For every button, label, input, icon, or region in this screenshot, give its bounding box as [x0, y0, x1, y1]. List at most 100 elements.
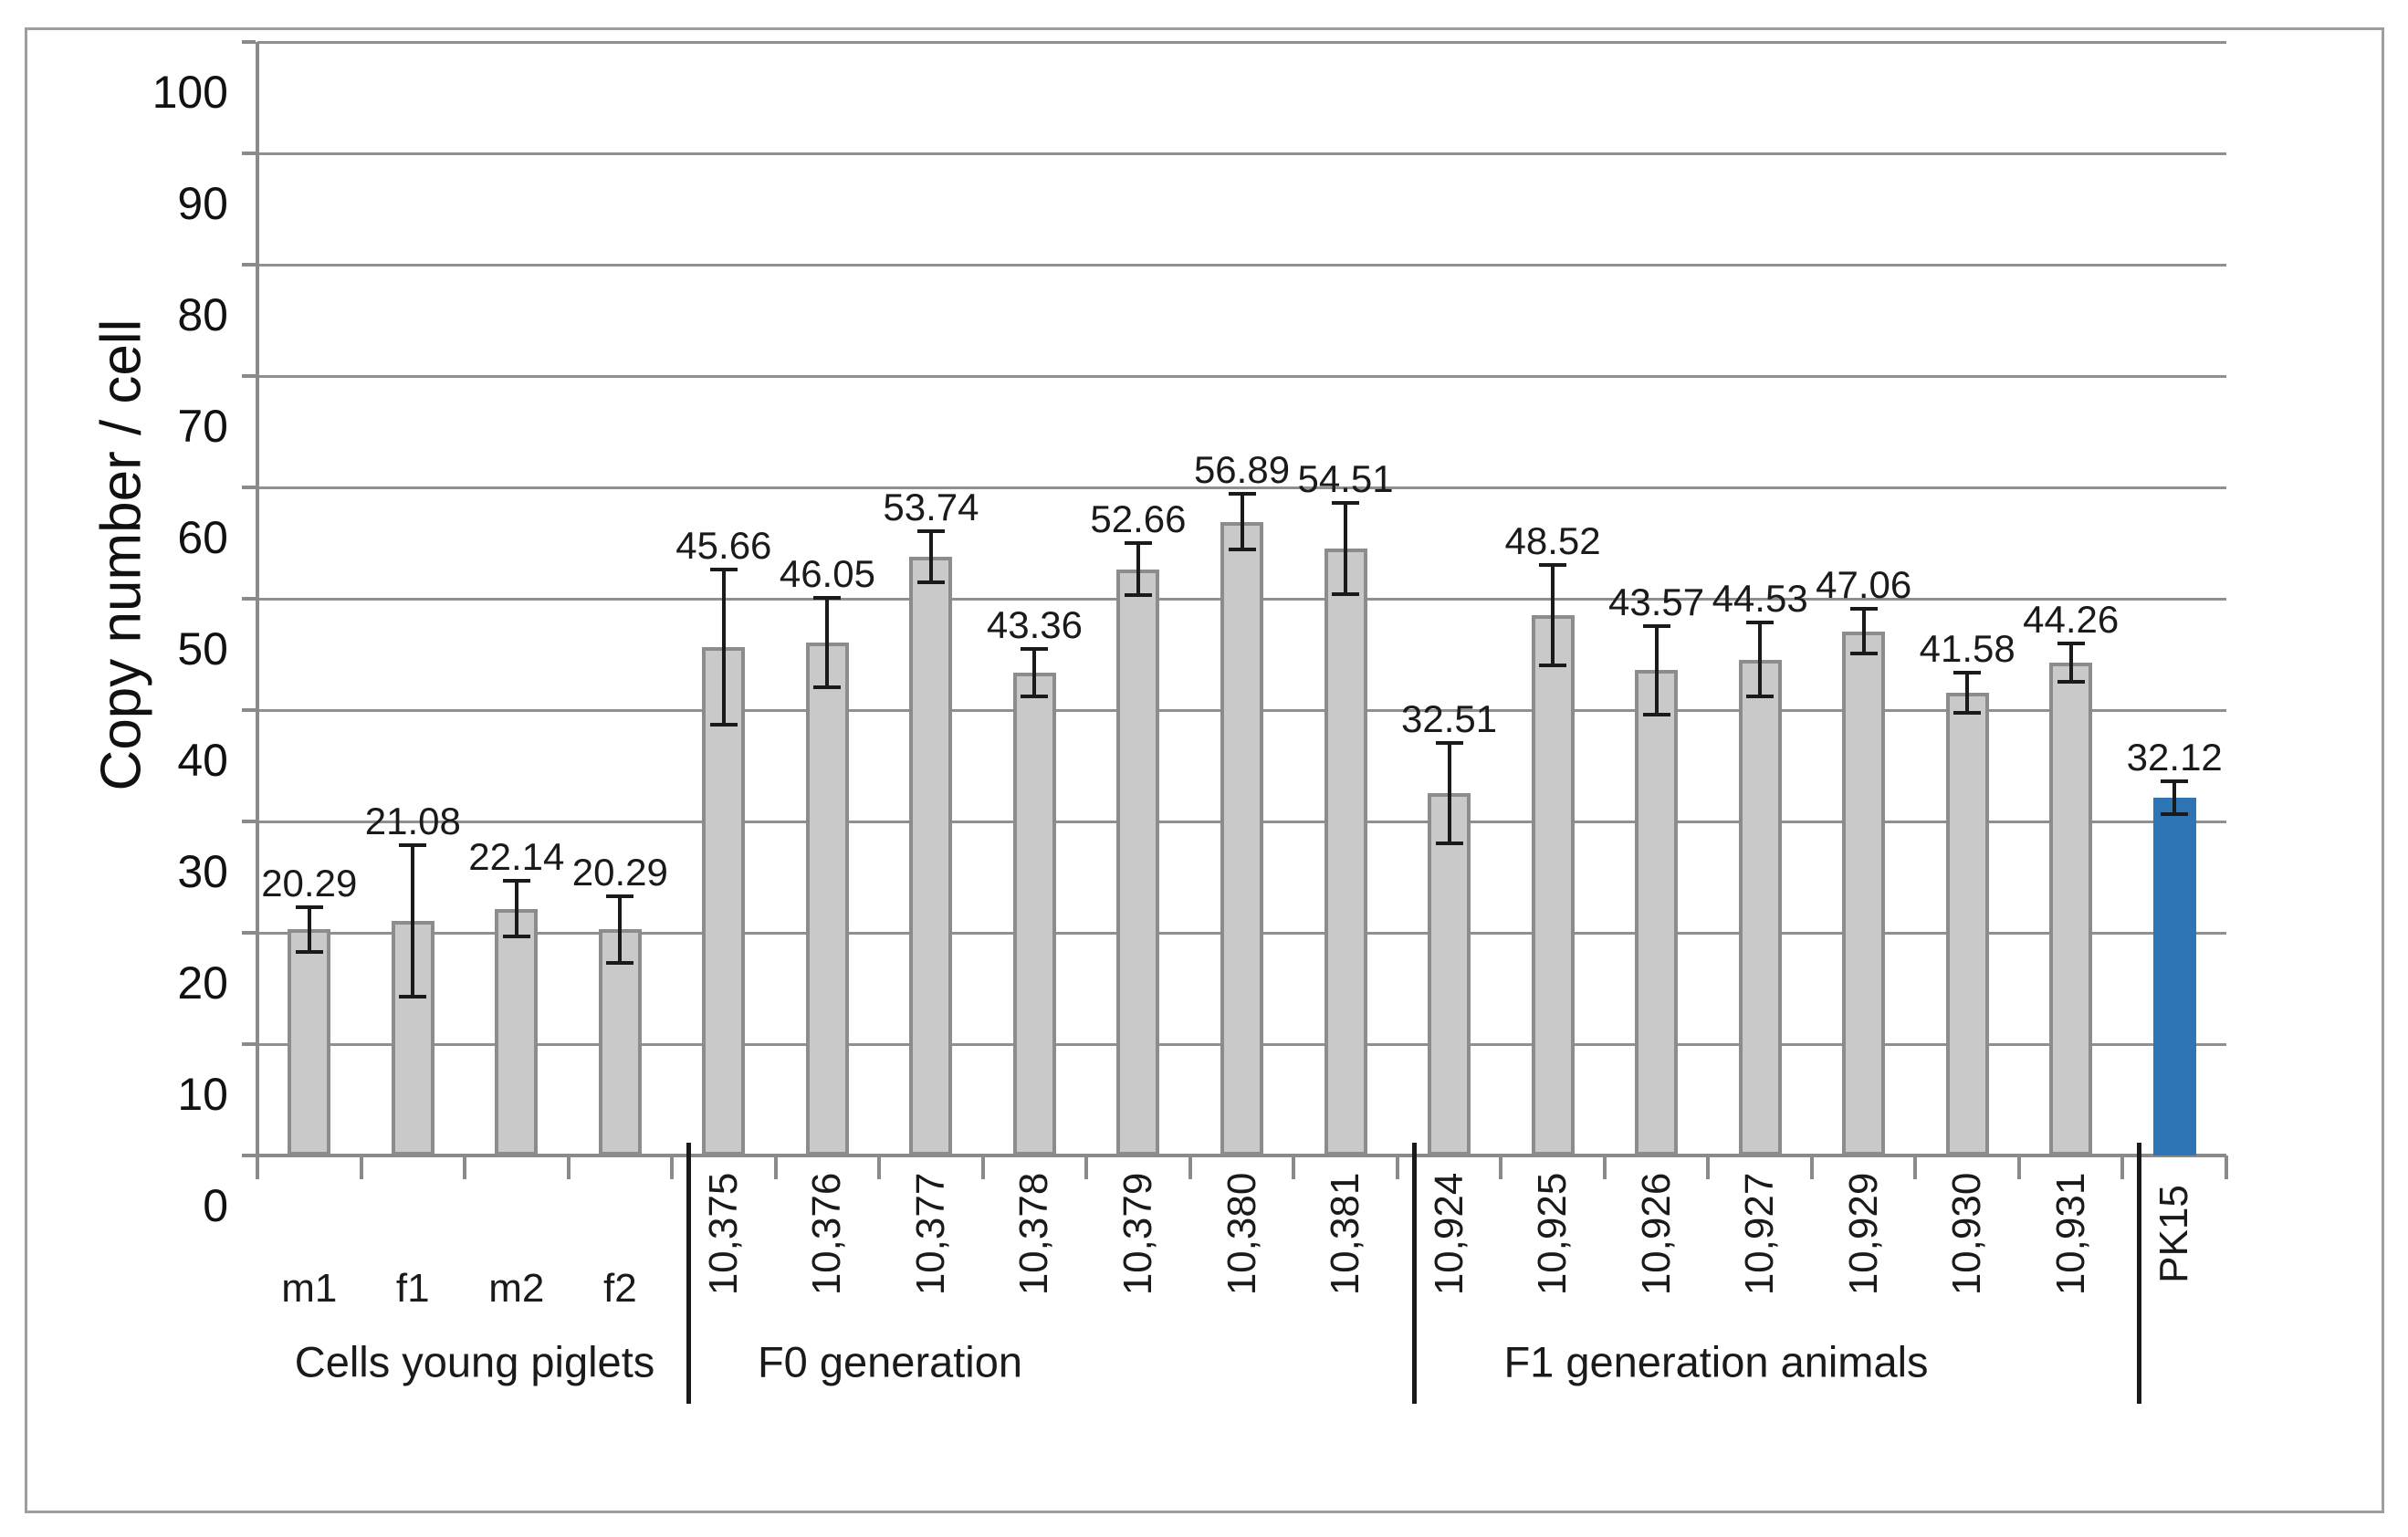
- x-axis-tick: [359, 1155, 363, 1179]
- x-axis-tick: [877, 1155, 882, 1179]
- error-bar-cap-top: [1332, 500, 1360, 505]
- category-label-f2: f2: [602, 1266, 637, 1311]
- group-separator-1: [686, 1143, 692, 1404]
- error-bar-cap-bottom: [1124, 592, 1152, 597]
- x-axis-tick: [1395, 1155, 1399, 1179]
- data-label-10,379: 52.66: [1090, 497, 1187, 541]
- error-bar-cap-top: [1435, 741, 1463, 746]
- data-label-10,377: 53.74: [883, 486, 979, 529]
- error-bar-line: [2068, 643, 2073, 682]
- y-tick-label-0: 0: [203, 1180, 228, 1231]
- error-bar-cap-top: [1849, 607, 1878, 612]
- x-axis-tick: [773, 1155, 778, 1179]
- data-label-10,931: 44.26: [2023, 598, 2120, 642]
- x-axis-tick: [1499, 1155, 1503, 1179]
- x-axis-tick: [463, 1155, 467, 1179]
- gridline-60: [257, 486, 2226, 489]
- y-axis-tick: [242, 1154, 256, 1157]
- bar-10,926: [1635, 670, 1679, 1155]
- y-tick-label-30: 30: [177, 846, 228, 897]
- error-bar-cap-bottom: [1539, 663, 1567, 667]
- error-bar-cap-bottom: [399, 994, 427, 999]
- y-axis-tick: [242, 152, 256, 155]
- error-bar-line: [1861, 609, 1866, 654]
- error-bar-cap-bottom: [1021, 694, 1049, 698]
- data-label-10,380: 56.89: [1193, 448, 1291, 492]
- error-bar-line: [618, 895, 623, 964]
- error-bar-line: [514, 881, 518, 937]
- x-axis-tick: [1292, 1155, 1296, 1179]
- error-bar-cap-top: [1953, 670, 1982, 674]
- category-label-10,929: 10,929: [1840, 1172, 1886, 1296]
- data-label-10,930: 41.58: [1919, 626, 2015, 670]
- category-label-10,931: 10,931: [2047, 1172, 2093, 1296]
- error-bar-line: [1344, 502, 1348, 594]
- y-tick-label-50: 50: [177, 623, 228, 674]
- error-bar-cap-top: [399, 842, 427, 847]
- category-label-10,378: 10,378: [1011, 1172, 1057, 1296]
- x-axis-tick: [2225, 1155, 2228, 1179]
- category-label-10,377: 10,377: [907, 1172, 953, 1296]
- figure-border: [25, 27, 2384, 1513]
- category-label-f1: f1: [395, 1266, 430, 1311]
- bar-10,927: [1738, 659, 1782, 1155]
- x-axis-tick: [1913, 1155, 1918, 1179]
- data-label-m2: 22.14: [468, 835, 565, 879]
- category-label-10,926: 10,926: [1633, 1172, 1679, 1296]
- data-label-10,381: 54.51: [1297, 456, 1394, 500]
- category-label-10,381: 10,381: [1323, 1172, 1368, 1296]
- error-bar-line: [1447, 743, 1451, 844]
- error-bar-cap-bottom: [916, 580, 945, 585]
- data-label-10,924: 32.51: [1400, 697, 1498, 741]
- bar-m1: [288, 929, 331, 1155]
- error-bar-cap-top: [606, 894, 634, 898]
- error-bar-cap-top: [1228, 492, 1256, 497]
- y-tick-label-90: 90: [177, 178, 228, 229]
- error-bar-line: [1965, 672, 1970, 713]
- bar-10,924: [1428, 793, 1471, 1155]
- category-label-10,924: 10,924: [1426, 1172, 1471, 1296]
- gridline-90: [257, 152, 2226, 155]
- y-axis-tick: [242, 374, 256, 378]
- y-tick-label-100: 100: [152, 67, 228, 118]
- bar-m2: [495, 908, 539, 1155]
- error-bar-cap-top: [1539, 563, 1567, 568]
- category-label-10,379: 10,379: [1115, 1172, 1160, 1296]
- category-label-10,927: 10,927: [1737, 1172, 1783, 1296]
- data-label-10,926: 43.57: [1608, 580, 1705, 623]
- error-bar-line: [721, 569, 726, 726]
- y-tick-label-20: 20: [177, 957, 228, 1009]
- y-axis-tick: [242, 40, 256, 44]
- error-bar-cap-top: [295, 905, 323, 910]
- data-label-PK15: 32.12: [2126, 735, 2223, 779]
- error-bar-line: [2172, 780, 2177, 815]
- bar-10,931: [2049, 663, 2093, 1155]
- error-bar-cap-bottom: [295, 949, 323, 954]
- bar-10,378: [1012, 673, 1056, 1155]
- error-bar-cap-top: [1746, 621, 1775, 625]
- y-tick-label-70: 70: [177, 401, 228, 452]
- y-axis-title: Copy number / cell: [89, 319, 153, 791]
- error-bar-cap-top: [2057, 642, 2085, 646]
- error-bar-cap-top: [2161, 779, 2189, 783]
- bar-f2: [598, 929, 642, 1155]
- y-axis-line: [256, 42, 259, 1159]
- error-bar-cap-bottom: [1332, 591, 1360, 596]
- x-axis-tick: [2016, 1155, 2021, 1179]
- x-axis-tick: [1602, 1155, 1607, 1179]
- group-separator-2: [1411, 1143, 1417, 1404]
- bar-10,377: [909, 557, 953, 1155]
- error-bar-line: [411, 844, 415, 997]
- y-tick-label-10: 10: [177, 1069, 228, 1120]
- error-bar-line: [1654, 625, 1659, 716]
- category-label-10,380: 10,380: [1219, 1172, 1264, 1296]
- error-bar-cap-top: [813, 596, 842, 601]
- x-axis-tick: [1706, 1155, 1711, 1179]
- error-bar-cap-top: [1642, 623, 1670, 628]
- error-bar-cap-top: [916, 529, 945, 534]
- error-bar-cap-bottom: [1849, 652, 1878, 656]
- error-bar-line: [825, 598, 830, 687]
- y-axis-tick: [242, 263, 256, 267]
- y-tick-label-60: 60: [177, 512, 228, 563]
- bar-10,376: [805, 643, 849, 1155]
